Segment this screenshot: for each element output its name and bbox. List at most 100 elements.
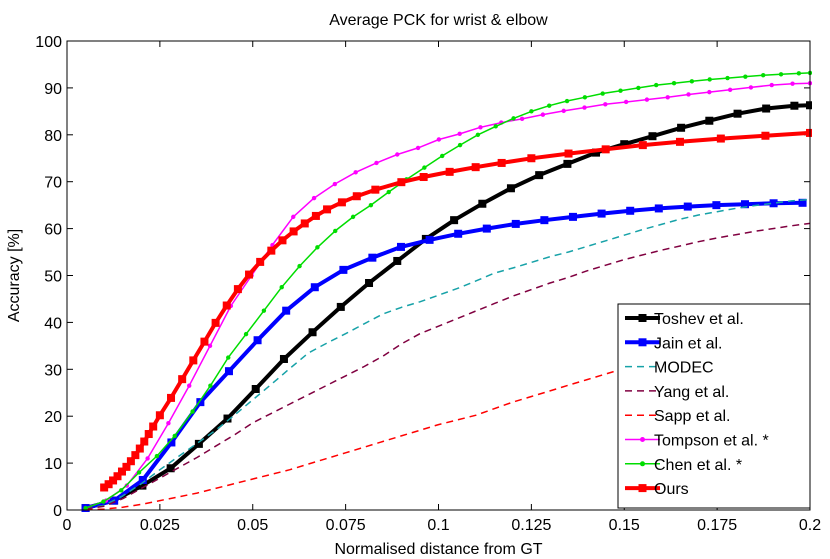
data-point xyxy=(117,467,126,476)
data-point xyxy=(564,98,570,104)
data-point xyxy=(636,85,641,91)
data-point xyxy=(138,481,147,490)
series-modec xyxy=(85,198,811,510)
data-point xyxy=(323,205,332,214)
data-point xyxy=(561,108,566,114)
data-point xyxy=(482,224,491,233)
x-tick-label: 0.1 xyxy=(427,517,449,534)
data-point xyxy=(716,134,725,143)
data-point xyxy=(592,148,601,157)
data-point xyxy=(762,104,771,113)
legend-swatch-marker xyxy=(638,484,647,493)
data-point xyxy=(478,199,487,208)
data-point xyxy=(368,202,374,208)
data-point xyxy=(310,283,319,292)
x-tick-label: 0.2 xyxy=(799,517,821,534)
data-point xyxy=(371,185,380,194)
data-point xyxy=(353,170,358,175)
data-point xyxy=(454,229,463,238)
data-point xyxy=(187,383,192,388)
x-tick-label: 0.15 xyxy=(609,517,640,534)
data-point xyxy=(278,236,287,245)
data-point xyxy=(365,279,374,288)
data-point xyxy=(332,181,338,187)
legend-label: Yang et al. xyxy=(654,384,729,401)
data-point xyxy=(396,242,405,251)
data-point xyxy=(457,142,463,148)
data-point xyxy=(337,198,346,207)
data-point xyxy=(535,171,544,180)
data-point xyxy=(397,178,406,187)
data-point xyxy=(497,158,506,167)
data-point xyxy=(425,235,434,244)
x-tick-label: 0.175 xyxy=(697,517,737,534)
data-point xyxy=(289,227,298,236)
data-point xyxy=(740,200,749,209)
data-point xyxy=(582,95,588,100)
data-point xyxy=(339,265,348,274)
data-point xyxy=(475,132,481,137)
series-line xyxy=(85,72,811,509)
legend-box xyxy=(617,303,811,509)
data-point xyxy=(386,189,391,195)
data-point xyxy=(194,439,203,448)
data-point xyxy=(796,71,802,76)
data-point xyxy=(100,483,109,492)
data-point xyxy=(243,331,249,337)
data-point xyxy=(725,75,730,81)
data-point xyxy=(769,82,774,88)
data-point xyxy=(707,77,712,82)
data-point xyxy=(279,285,284,290)
data-point xyxy=(350,214,356,220)
data-point xyxy=(178,375,187,384)
data-point xyxy=(597,209,606,218)
y-tick-label: 20 xyxy=(44,409,62,426)
legend: Toshev et al. Jain et al. MODEC Yang et al.… xyxy=(617,303,811,509)
legend-label: Jain et al. xyxy=(654,335,722,352)
data-point xyxy=(648,132,657,141)
data-point xyxy=(600,91,605,96)
data-point xyxy=(493,124,498,129)
data-point xyxy=(601,145,610,154)
data-point xyxy=(778,72,784,77)
data-point xyxy=(311,211,320,220)
data-point xyxy=(445,167,454,176)
data-point xyxy=(315,245,320,250)
data-point xyxy=(333,228,338,234)
data-point xyxy=(131,451,140,460)
data-point xyxy=(675,137,684,146)
data-point xyxy=(267,246,276,255)
data-point xyxy=(415,145,421,151)
data-point xyxy=(733,109,742,118)
y-tick-label: 40 xyxy=(44,315,62,332)
legend-swatch-marker xyxy=(638,338,647,347)
data-point xyxy=(450,216,459,225)
data-point xyxy=(671,81,677,86)
chart-title: Average PCK for wrist & elbow xyxy=(329,12,548,29)
data-point xyxy=(644,97,650,102)
data-point xyxy=(760,73,766,78)
data-point xyxy=(511,116,516,121)
y-tick-label: 30 xyxy=(44,362,62,379)
data-point xyxy=(245,270,254,279)
series-line xyxy=(85,198,811,510)
legend-swatch-marker xyxy=(638,314,647,322)
series-tompson-et-al xyxy=(83,81,812,511)
series-yang-et-al xyxy=(85,222,811,510)
data-point xyxy=(336,302,345,311)
data-point xyxy=(707,89,712,95)
data-point xyxy=(140,437,149,446)
data-point xyxy=(282,306,291,315)
data-point xyxy=(104,480,113,489)
data-point xyxy=(251,384,260,393)
series-layer xyxy=(81,70,812,512)
data-point xyxy=(135,444,144,453)
data-point xyxy=(189,356,198,365)
x-tick-label: 0.125 xyxy=(511,517,551,534)
data-point xyxy=(83,505,88,511)
y-tick-label: 100 xyxy=(35,34,62,51)
data-point xyxy=(798,198,807,207)
data-point xyxy=(138,475,147,484)
data-point xyxy=(790,81,795,86)
data-point xyxy=(167,438,176,447)
